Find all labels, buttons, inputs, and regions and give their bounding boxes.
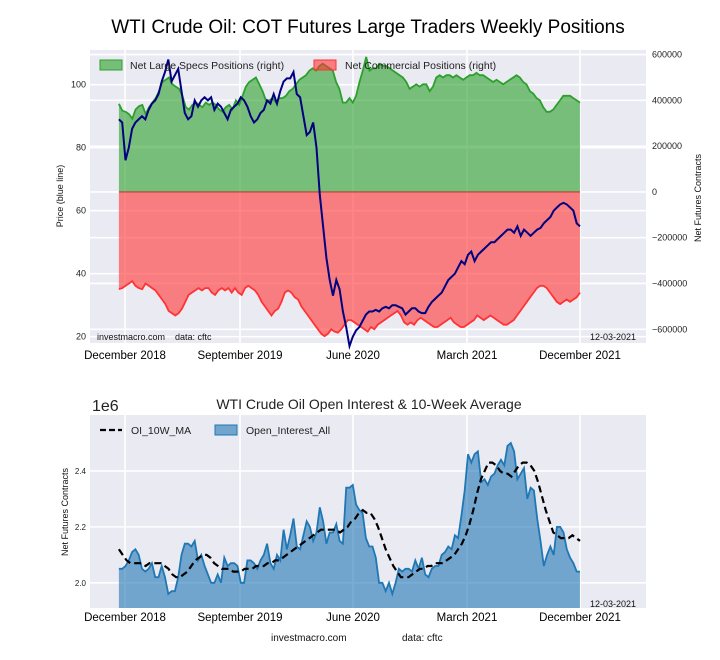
bottom-date-stamp: 12-03-2021 <box>590 599 636 609</box>
bottom-y-axis: 2.0 2.2 2.4 <box>75 467 87 588</box>
bottom-y-tick-label: 2.2 <box>75 523 87 532</box>
scale-label: 1e6 <box>92 398 119 415</box>
top-chart: WTI Crude Oil: COT Futures Large Traders… <box>55 17 703 362</box>
bottom-chart: 1e6 WTI Crude Oil Open Interest & 10-Wee… <box>60 396 646 624</box>
legend-label-oi: Open_Interest_All <box>246 425 330 437</box>
legend-swatch-specs <box>100 60 122 70</box>
top-watermark: investmacro.com data: cftc <box>97 332 212 342</box>
legend-swatch-commercial <box>314 60 336 70</box>
top-right-tick-label: −200000 <box>652 233 687 243</box>
bottom-y-tick-label: 2.4 <box>75 467 87 476</box>
top-x-tick-label: March 2021 <box>437 350 498 362</box>
bottom-x-tick-label: December 2018 <box>84 612 166 624</box>
top-left-tick-label: 80 <box>76 143 86 153</box>
top-right-tick-label: 0 <box>652 187 657 197</box>
bottom-y-axis-label: Net Futures Contracts <box>60 467 70 556</box>
footer-site: investmacro.com <box>271 633 347 644</box>
top-left-tick-label: 60 <box>76 206 86 216</box>
top-right-tick-label: −600000 <box>652 324 687 334</box>
top-left-tick-label: 100 <box>71 80 86 90</box>
bottom-x-tick-label: December 2021 <box>539 612 621 624</box>
top-date-stamp: 12-03-2021 <box>590 332 636 342</box>
top-x-tick-label: December 2018 <box>84 350 166 362</box>
bottom-x-tick-label: June 2020 <box>326 612 380 624</box>
top-x-tick-label: September 2019 <box>197 350 282 362</box>
top-right-tick-label: 600000 <box>652 50 682 60</box>
legend-label-commercial: Net Commercial Positions (right) <box>345 60 496 72</box>
bottom-title: WTI Crude Oil Open Interest & 10-Week Av… <box>216 396 522 412</box>
top-left-tick-label: 40 <box>76 269 86 279</box>
bottom-x-tick-label: September 2019 <box>197 612 282 624</box>
top-left-tick-label: 20 <box>76 332 86 342</box>
top-x-tick-label: December 2021 <box>539 350 621 362</box>
bottom-y-tick-label: 2.0 <box>75 579 87 588</box>
top-right-tick-label: −400000 <box>652 278 687 288</box>
top-x-tick-label: June 2020 <box>326 350 380 362</box>
top-right-tick-label: 200000 <box>652 141 682 151</box>
bottom-x-axis: December 2018 September 2019 June 2020 Marc… <box>84 612 621 624</box>
top-right-tick-label: 400000 <box>652 95 682 105</box>
footer-source: data: cftc <box>402 633 443 644</box>
top-x-axis: December 2018 September 2019 June 2020 Marc… <box>84 350 621 362</box>
top-left-axis-label: Price (blue line) <box>55 165 65 228</box>
top-right-axis-label: Net Futures Contracts <box>693 153 703 242</box>
legend-label-ma: OI_10W_MA <box>131 425 191 437</box>
chart-canvas: WTI Crude Oil: COT Futures Large Traders… <box>0 0 720 660</box>
legend-swatch-oi <box>215 425 237 435</box>
legend-label-specs: Net Large Specs Positions (right) <box>130 60 284 72</box>
bottom-x-tick-label: March 2021 <box>437 612 498 624</box>
main-title: WTI Crude Oil: COT Futures Large Traders… <box>111 17 625 38</box>
top-left-axis: 20 40 60 80 100 <box>71 80 86 342</box>
top-right-axis: 600000 400000 200000 0 −200000 −400000 −600000 <box>652 50 687 335</box>
